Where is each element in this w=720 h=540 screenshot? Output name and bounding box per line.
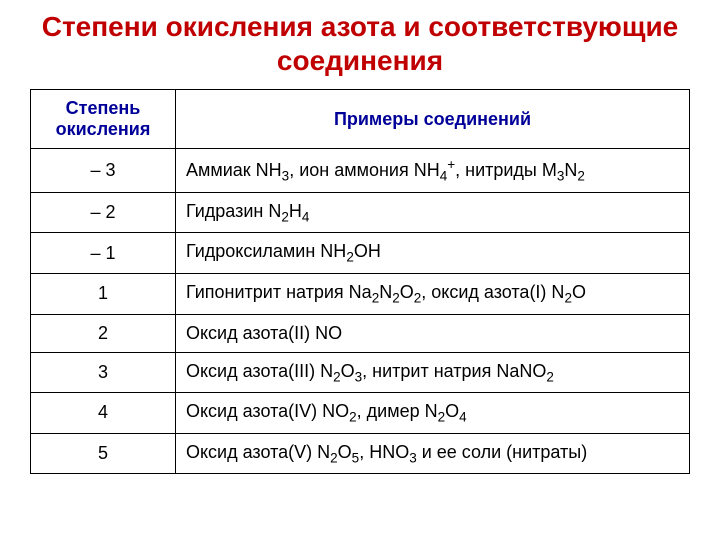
table-row: – 3Аммиак NH3, ион аммония NH4+, нитриды… — [31, 149, 690, 193]
cell-example: Оксид азота(III) N2O3, нитрит натрия NaN… — [175, 352, 689, 393]
table-row: 4Оксид азота(IV) NO2, димер N2O4 — [31, 393, 690, 434]
table-row: – 1Гидроксиламин NH2OH — [31, 233, 690, 274]
cell-example: Гидроксиламин NH2OH — [175, 233, 689, 274]
cell-oxidation: – 1 — [31, 233, 176, 274]
table-row: 5Оксид азота(V) N2O5, HNO3 и ее соли (ни… — [31, 433, 690, 474]
header-examples: Примеры соединений — [175, 90, 689, 149]
cell-oxidation: – 3 — [31, 149, 176, 193]
cell-example: Оксид азота(V) N2O5, HNO3 и ее соли (нит… — [175, 433, 689, 474]
table-row: – 2Гидразин N2H4 — [31, 192, 690, 233]
cell-oxidation: 2 — [31, 314, 176, 352]
cell-oxidation: 3 — [31, 352, 176, 393]
cell-oxidation: 4 — [31, 393, 176, 434]
table-row: 1Гипонитрит натрия Na2N2O2, оксид азота(… — [31, 273, 690, 314]
table-body: – 3Аммиак NH3, ион аммония NH4+, нитриды… — [31, 149, 690, 474]
cell-oxidation: 5 — [31, 433, 176, 474]
cell-example: Оксид азота(IV) NO2, димер N2O4 — [175, 393, 689, 434]
table-row: 2Оксид азота(II) NO — [31, 314, 690, 352]
cell-example: Аммиак NH3, ион аммония NH4+, нитриды M3… — [175, 149, 689, 193]
header-oxidation: Степень окисления — [31, 90, 176, 149]
cell-example: Гипонитрит натрия Na2N2O2, оксид азота(I… — [175, 273, 689, 314]
cell-example: Гидразин N2H4 — [175, 192, 689, 233]
table-row: 3Оксид азота(III) N2O3, нитрит натрия Na… — [31, 352, 690, 393]
oxidation-table: Степень окисления Примеры соединений – 3… — [30, 89, 690, 474]
slide-title: Степени окисления азота и соответствующи… — [30, 10, 690, 77]
cell-oxidation: 1 — [31, 273, 176, 314]
cell-example: Оксид азота(II) NO — [175, 314, 689, 352]
cell-oxidation: – 2 — [31, 192, 176, 233]
